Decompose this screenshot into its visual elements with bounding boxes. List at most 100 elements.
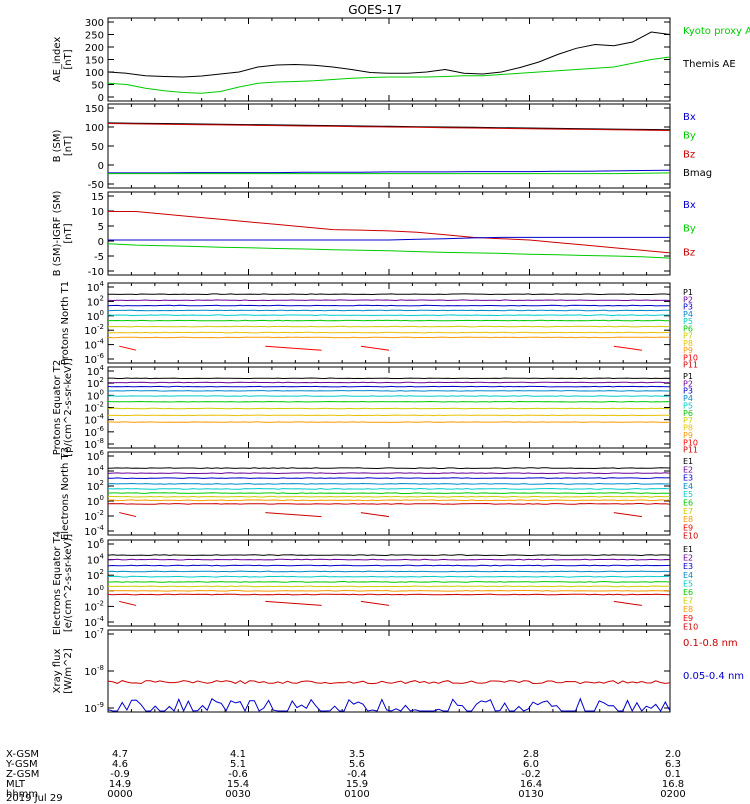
series-line xyxy=(360,512,390,518)
series-line xyxy=(108,211,671,254)
series-line xyxy=(107,336,671,339)
legend-label: E5 xyxy=(683,579,693,588)
legend-label: P1 xyxy=(683,288,693,297)
legend-label: P4 xyxy=(683,394,693,403)
legend-label: P2 xyxy=(683,295,693,304)
series-line xyxy=(107,304,671,307)
x-axis-value: 0200 xyxy=(660,789,685,800)
x-axis-row-name: hhmm xyxy=(6,789,38,800)
panel-frame xyxy=(107,282,671,364)
y-tick-label: 100 xyxy=(87,309,104,323)
y-axis-label: Electrons Equator T4[e/(cm^2-s-sr-keV)] xyxy=(52,531,74,635)
panel-frame xyxy=(107,191,671,276)
legend-label: Bz xyxy=(683,149,695,160)
legend-label: E9 xyxy=(683,523,693,532)
series-line xyxy=(107,385,671,388)
panel-frame xyxy=(107,103,671,189)
x-axis-value: 15.9 xyxy=(346,779,368,790)
series-line xyxy=(107,331,671,334)
y-tick-label: 106 xyxy=(87,449,105,463)
x-axis-value: 6.3 xyxy=(665,759,681,770)
series-line xyxy=(108,495,671,498)
series-line xyxy=(107,482,671,485)
legend-label: E10 xyxy=(683,622,698,631)
series-line xyxy=(108,172,671,175)
x-axis-row-name: MLT xyxy=(6,779,26,790)
y-axis-label: AE_index[nT] xyxy=(52,37,74,83)
y-tick-label: 15 xyxy=(91,192,104,203)
y-tick-label: 10-2 xyxy=(84,323,104,337)
y-axis-label: Electrons North T3 xyxy=(60,447,71,540)
y-axis-label: Protons North T1 xyxy=(60,281,71,365)
panel-frame xyxy=(107,366,671,449)
y-tick-label: 102 xyxy=(87,294,104,308)
series-line xyxy=(107,309,670,312)
x-axis-value: -0.2 xyxy=(521,769,541,780)
legend-label: E10 xyxy=(683,532,698,541)
series-line xyxy=(107,570,671,573)
legend-label: P11 xyxy=(683,361,698,370)
legend-label: P4 xyxy=(683,310,693,319)
y-tick-label: 100 xyxy=(87,494,104,508)
y-tick-label: 10-2 xyxy=(84,401,104,415)
x-axis-value: 0130 xyxy=(518,789,543,800)
y-tick-label: 10-4 xyxy=(84,413,104,427)
x-axis-value: 3.5 xyxy=(349,749,365,760)
series-line xyxy=(108,377,671,380)
legend-label: E3 xyxy=(683,562,693,571)
y-axis-label: Protons Equator T2[p/(cm^2-s-sr-keV)] xyxy=(52,358,74,457)
legend-label: P2 xyxy=(683,379,693,388)
y-tick-label: 100 xyxy=(85,123,104,134)
series-line xyxy=(360,345,390,351)
legend-label: E4 xyxy=(683,571,693,580)
legend-label: E7 xyxy=(683,597,693,606)
series-line xyxy=(107,467,671,470)
y-tick-label: 102 xyxy=(87,376,104,390)
series-line xyxy=(107,31,671,78)
series-line xyxy=(107,492,671,495)
x-axis-value: -0.9 xyxy=(110,769,130,780)
y-tick-label: 10-4 xyxy=(84,615,104,629)
legend-label: E6 xyxy=(683,499,693,508)
y-axis-label: B (SM)-IGRF (SM)[nT] xyxy=(52,191,74,277)
x-axis-row-name: Z-GSM xyxy=(6,769,39,780)
series-line xyxy=(107,558,671,561)
legend-label: P5 xyxy=(683,401,693,410)
panel-frame xyxy=(107,17,671,102)
series-line xyxy=(107,585,671,588)
legend-label: P1 xyxy=(683,372,693,381)
y-tick-label: 50 xyxy=(91,142,104,153)
x-axis-value: 16.8 xyxy=(662,779,684,790)
series-line xyxy=(107,395,671,397)
series-line xyxy=(108,169,671,174)
series-line xyxy=(107,680,671,685)
x-axis-value: 0000 xyxy=(107,789,132,800)
y-tick-label: 104 xyxy=(87,464,105,478)
series-line xyxy=(107,381,671,384)
figure-title: GOES-17 xyxy=(348,3,402,17)
series-line xyxy=(107,299,671,302)
y-tick-label: 50 xyxy=(91,81,104,92)
x-axis-value: -0.6 xyxy=(228,769,248,780)
y-tick-label: -50 xyxy=(88,180,104,191)
y-tick-label: 10-8 xyxy=(84,437,104,451)
y-tick-label: 150 xyxy=(85,104,104,115)
y-tick-label: 10-6 xyxy=(84,352,104,366)
series-line xyxy=(107,472,671,475)
legend-label: P11 xyxy=(683,446,698,455)
series-line xyxy=(107,243,671,259)
y-tick-label: 106 xyxy=(87,537,105,551)
series-line xyxy=(265,512,322,518)
series-line xyxy=(107,56,671,94)
series-line xyxy=(107,421,671,423)
y-tick-label: 100 xyxy=(87,388,104,402)
legend-label: Bx xyxy=(683,112,696,123)
series-line xyxy=(108,293,671,296)
y-axis-label: Xray flux[W/m^2] xyxy=(52,648,74,694)
legend-label: E2 xyxy=(683,465,693,474)
series-line xyxy=(613,600,642,606)
legend-label: 0.05-0.4 nm xyxy=(683,671,744,682)
panel-frame xyxy=(107,539,671,627)
legend-label: P7 xyxy=(683,332,693,341)
series-line xyxy=(108,236,670,241)
